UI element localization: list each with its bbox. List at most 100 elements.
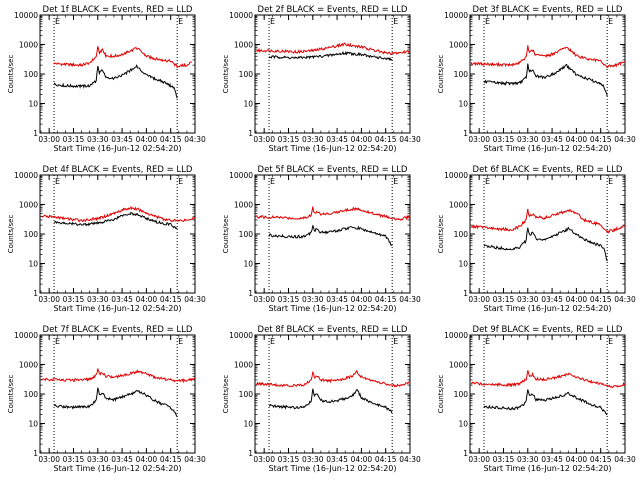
y-tick-label: 10 [28,260,38,269]
x-tick-label: 04:30 [399,455,421,464]
x-tick-label: 03:45 [541,455,563,464]
x-tick-label: 04:15 [590,135,612,144]
y-tick-label: 10000 [444,331,468,340]
events-series-line [268,388,393,414]
x-tick-label: 03:30 [302,455,324,464]
x-tick-label: 03:00 [253,455,275,464]
x-tick-label: 03:00 [38,455,60,464]
panel-2: Det 2f BLACK = Events, RED = LLD 1 10 100 10… [222,5,421,153]
lld-series-line [470,208,626,234]
marker-label: E [393,337,398,346]
plot-frame [469,14,626,134]
events-series-line [53,63,178,99]
x-tick-label: 04:30 [399,295,421,304]
x-axis-label: Start Time (16-Jun-12 02:54:20) [484,464,612,473]
x-tick-label: 03:30 [517,455,539,464]
marker-label: E [270,17,275,26]
x-tick-label: 04:30 [614,455,636,464]
y-tick-label: 1 [463,129,468,138]
x-tick-label: 03:00 [253,295,275,304]
marker-label: E [608,17,613,26]
events-series-line [268,50,393,62]
plot-frame [469,334,626,454]
x-axis-label: Start Time (16-Jun-12 02:54:20) [484,304,612,313]
x-tick-label: 03:45 [326,135,348,144]
y-tick-label: 10 [458,420,468,429]
x-tick-label: 04:15 [160,295,182,304]
y-tick-label: 10000 [14,11,38,20]
x-axis-label: Start Time (16-Jun-12 02:54:20) [54,464,182,473]
x-tick-label: 04:15 [160,455,182,464]
x-tick-label: 04:30 [184,135,206,144]
y-tick-label: 1000 [19,361,38,370]
x-axis-label: Start Time (16-Jun-12 02:54:20) [269,464,397,473]
panel-title: Det 2f BLACK = Events, RED = LLD [258,5,408,15]
y-tick-label: 1 [463,289,468,298]
x-tick-label: 04:30 [614,135,636,144]
y-axis-label: Counts/sec [7,375,15,414]
y-tick-label: 10000 [444,11,468,20]
x-tick-label: 04:30 [184,455,206,464]
y-axis-label: Counts/sec [7,55,15,94]
events-series-line [53,387,178,418]
marker-label: E [393,17,398,26]
y-tick-label: 1 [248,449,253,458]
marker-label: E [270,177,275,186]
marker-label: E [178,177,183,186]
y-tick-label: 1000 [234,41,253,50]
marker-label: E [55,177,60,186]
events-series-line [483,226,608,262]
y-tick-label: 10 [243,420,253,429]
x-tick-label: 04:15 [375,295,397,304]
x-tick-label: 03:15 [63,135,85,144]
x-tick-label: 04:00 [351,135,373,144]
lld-series-line [256,369,411,388]
x-tick-label: 04:15 [375,135,397,144]
x-tick-label: 03:15 [493,135,515,144]
y-tick-label: 1 [248,129,253,138]
panel-7: Det 7f BLACK = Events, RED = LLD 1 10 100 10… [7,325,206,473]
x-tick-label: 04:00 [136,295,158,304]
x-tick-label: 04:00 [136,135,158,144]
marker-label: E [608,337,613,346]
marker-label: E [178,17,183,26]
marker-label: E [485,177,490,186]
y-tick-label: 100 [239,230,254,239]
x-tick-label: 04:15 [160,135,182,144]
x-tick-label: 03:15 [278,455,300,464]
x-tick-label: 04:00 [566,295,588,304]
lld-series-line [255,42,411,56]
y-tick-label: 10 [28,100,38,109]
marker-label: E [485,337,490,346]
panel-9: Det 9f BLACK = Events, RED = LLD 1 10 100 10… [437,325,636,473]
y-tick-label: 1000 [234,361,253,370]
marker-label: E [55,17,60,26]
x-tick-label: 03:45 [326,455,348,464]
x-axis-label: Start Time (16-Jun-12 02:54:20) [54,304,182,313]
events-series-line [53,211,178,230]
lld-series-line [40,205,196,223]
x-tick-label: 03:30 [302,295,324,304]
y-tick-label: 100 [239,70,254,79]
y-axis-label: Counts/sec [222,375,230,414]
plot-frame [254,334,411,454]
plot-frame [469,174,626,294]
x-tick-label: 03:15 [63,455,85,464]
x-tick-label: 03:45 [111,295,133,304]
x-tick-label: 03:15 [278,135,300,144]
lld-series-line [470,45,626,69]
panel-title: Det 8f BLACK = Events, RED = LLD [258,325,408,335]
x-tick-label: 03:30 [87,135,109,144]
events-series-line [483,63,608,97]
y-axis-label: Counts/sec [437,215,445,254]
x-axis-label: Start Time (16-Jun-12 02:54:20) [269,304,397,313]
y-tick-label: 10 [458,100,468,109]
x-tick-label: 03:00 [38,135,60,144]
x-tick-label: 03:45 [111,135,133,144]
y-tick-label: 10000 [229,331,253,340]
lld-series-line [40,368,196,384]
x-tick-label: 04:15 [375,455,397,464]
y-tick-label: 10 [243,100,253,109]
y-tick-label: 1000 [449,41,468,50]
